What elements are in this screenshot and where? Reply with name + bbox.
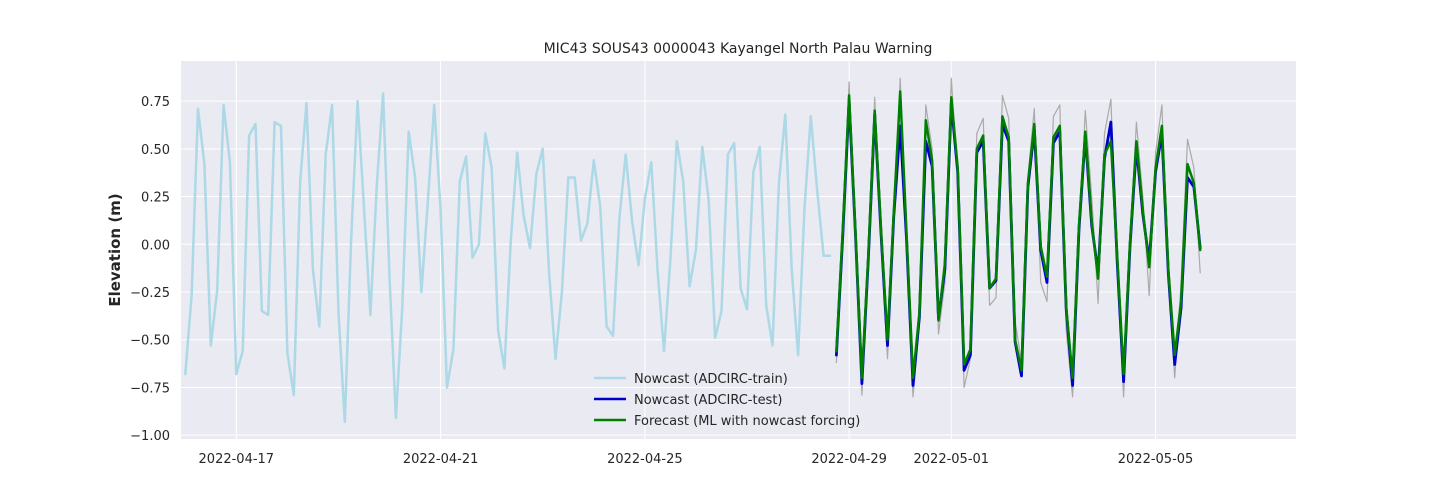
x-tick-label: 2022-04-17 [199, 452, 275, 467]
legend: Nowcast (ADCIRC-train) Nowcast (ADCIRC-t… [594, 372, 860, 429]
x-tick-label: 2022-04-25 [607, 452, 683, 467]
series-layer [184, 77, 1202, 424]
y-tick-label: −0.50 [130, 334, 170, 349]
x-tick-label: 2022-04-29 [811, 452, 887, 467]
y-tick-label: 0.75 [141, 95, 170, 110]
y-tick-label: −0.25 [130, 286, 170, 301]
y-axis-label: Elevation (m) [106, 193, 124, 306]
x-tick-label: 2022-04-21 [403, 452, 479, 467]
y-tick-label: 0.25 [141, 191, 170, 206]
legend-label-test: Nowcast (ADCIRC-test) [634, 393, 783, 408]
y-tick-label: −0.75 [130, 381, 170, 396]
tick-layer: −1.00 −0.75 −0.50 −0.25 0.00 0.25 0.50 0.75 2022… [130, 95, 1193, 467]
y-tick-label: 0.00 [141, 238, 170, 253]
legend-label-train: Nowcast (ADCIRC-train) [634, 372, 788, 387]
legend-label-forecast: Forecast (ML with nowcast forcing) [634, 414, 860, 429]
x-tick-label: 2022-05-01 [914, 452, 990, 467]
y-tick-label: −1.00 [130, 429, 170, 444]
x-tick-label: 2022-05-05 [1118, 452, 1194, 467]
y-tick-label: 0.50 [141, 143, 170, 158]
series-line-train [184, 92, 832, 424]
series-line-forecast [835, 90, 1202, 380]
chart-title: MIC43 SOUS43 0000043 Kayangel North Pala… [544, 41, 933, 57]
